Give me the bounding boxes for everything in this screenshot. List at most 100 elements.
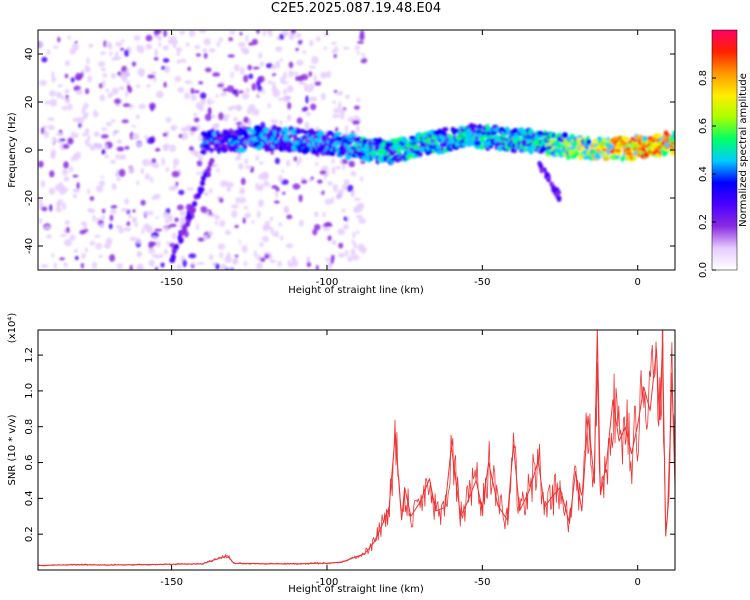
heatmap-cell xyxy=(244,158,249,165)
heatmap-cell xyxy=(174,217,179,223)
heatmap-cell xyxy=(83,224,88,230)
heatmap-cell xyxy=(160,183,166,190)
colorbar-gradient xyxy=(711,29,738,271)
heatmap-cell xyxy=(101,215,106,220)
heatmap-cell xyxy=(272,89,281,98)
heatmap-cell xyxy=(124,49,129,57)
heatmap-cell xyxy=(240,177,246,186)
heatmap-cell xyxy=(57,199,64,207)
heatmap-cell xyxy=(332,100,336,104)
heatmap-cell xyxy=(235,196,240,204)
heatmap-cell xyxy=(93,109,97,116)
heatmap-cell xyxy=(52,45,60,49)
heatmap-cell xyxy=(115,154,120,160)
heatmap-cell xyxy=(159,253,164,258)
heatmap-cell xyxy=(195,223,200,231)
heatmap-cell xyxy=(174,243,179,250)
heatmap-cell xyxy=(214,214,220,220)
heatmap-cell xyxy=(42,88,46,96)
y-tick-label: 0.6 xyxy=(24,455,35,471)
heatmap-cell xyxy=(107,92,113,98)
heatmap-cell xyxy=(312,228,318,236)
heatmap-cell xyxy=(126,221,131,227)
heatmap-cell xyxy=(351,239,355,245)
heatmap-cell xyxy=(205,67,212,73)
heatmap-cell xyxy=(98,82,103,89)
heatmap-cell xyxy=(147,74,156,79)
heatmap-cell xyxy=(296,117,303,124)
heatmap-cell xyxy=(162,45,169,51)
heatmap-cell xyxy=(395,148,401,152)
heatmap-cell xyxy=(121,208,129,213)
heatmap-cell xyxy=(295,47,299,52)
heatmap-cell xyxy=(56,132,65,137)
heatmap-cell xyxy=(342,46,350,50)
heatmap-cell xyxy=(148,248,156,254)
spectrogram-panel: -150 -100 -50 0 -40 -20 0 20 40 Height of strai… xyxy=(7,29,676,296)
heatmap-cell xyxy=(358,218,367,224)
heatmap-cell xyxy=(285,160,291,167)
heatmap-cell xyxy=(233,116,238,122)
heatmap-cell xyxy=(286,137,292,142)
heatmap-cell xyxy=(182,259,187,268)
heatmap-cell xyxy=(275,126,283,133)
heatmap-cell xyxy=(251,83,257,91)
heatmap-cell xyxy=(150,71,157,75)
heatmap-cell xyxy=(61,168,69,176)
heatmap-cell xyxy=(163,81,167,88)
heatmap-cell xyxy=(169,36,178,40)
heatmap-cell xyxy=(282,95,291,103)
heatmap-cell xyxy=(129,264,133,270)
heatmap-cell xyxy=(315,139,321,143)
heatmap-cell xyxy=(59,257,65,261)
heatmap-cell xyxy=(213,77,221,81)
heatmap-cell xyxy=(87,188,90,195)
heatmap-cell xyxy=(162,132,168,137)
heatmap-cell xyxy=(178,237,184,244)
heatmap-cell xyxy=(120,71,129,78)
heatmap-cell xyxy=(67,137,74,145)
heatmap-cell xyxy=(616,151,623,156)
heatmap-cell xyxy=(160,262,165,268)
heatmap-cell xyxy=(258,52,263,59)
heatmap-cell xyxy=(330,254,335,262)
heatmap-cell xyxy=(162,202,167,211)
heatmap-cell xyxy=(251,38,258,46)
heatmap-cell xyxy=(57,36,61,43)
heatmap-cell xyxy=(339,109,346,114)
heatmap-cell xyxy=(308,83,315,91)
heatmap-cell xyxy=(74,75,83,80)
heatmap-cell xyxy=(308,65,317,69)
heatmap-cell xyxy=(99,223,105,229)
heatmap-cell xyxy=(38,160,44,168)
heatmap-cell xyxy=(65,60,70,67)
heatmap-cell xyxy=(250,169,254,173)
heatmap-cell xyxy=(261,171,269,178)
heatmap-cell xyxy=(260,92,265,100)
heatmap-cell xyxy=(129,236,138,242)
heatmap-cell xyxy=(157,153,163,162)
heatmap-cell xyxy=(93,68,102,77)
heatmap-cell xyxy=(66,182,71,187)
heatmap-cell xyxy=(184,92,191,100)
heatmap-cell xyxy=(47,117,55,121)
heatmap-cell xyxy=(131,61,137,67)
heatmap-cell xyxy=(116,146,125,152)
heatmap-cell xyxy=(283,128,290,134)
heatmap-cell xyxy=(175,181,179,187)
heatmap-cell xyxy=(347,255,353,262)
heatmap-cell xyxy=(118,86,125,91)
heatmap-cell xyxy=(165,167,170,172)
heatmap-cell xyxy=(234,240,241,249)
heatmap-cell xyxy=(94,234,102,238)
heatmap-cell xyxy=(596,136,603,141)
heatmap-cell xyxy=(44,225,51,230)
heatmap-cell xyxy=(586,139,592,145)
heatmap-cell xyxy=(256,30,260,34)
heatmap-cell xyxy=(151,254,160,258)
heatmap-cell xyxy=(43,130,50,139)
heatmap-cell xyxy=(92,261,97,270)
heatmap-cell xyxy=(263,180,269,186)
heatmap-cell xyxy=(573,151,580,157)
heatmap-cell xyxy=(44,100,52,105)
